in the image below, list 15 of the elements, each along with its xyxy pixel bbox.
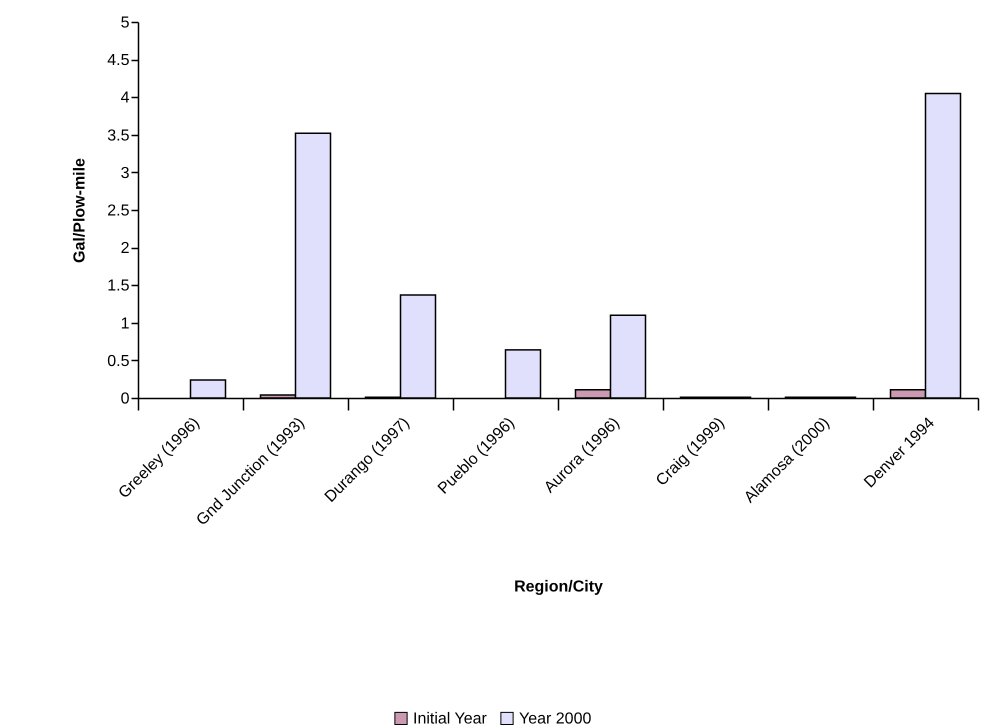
y-tick-label: 1.5 bbox=[107, 278, 130, 295]
legend-label: Initial Year bbox=[413, 710, 488, 728]
y-tick-label: 5 bbox=[120, 14, 130, 32]
y-tick-label: 0 bbox=[120, 390, 130, 408]
y-axis-title: Gal/Plow-mile bbox=[71, 158, 88, 263]
y-tick-label: 2.5 bbox=[107, 202, 130, 220]
y-tick-label: 3 bbox=[120, 164, 130, 182]
y-tick-label: 4.5 bbox=[107, 52, 130, 70]
y-tick-label: 4 bbox=[120, 90, 130, 107]
x-axis-title: Region/City bbox=[514, 578, 604, 596]
y-tick-label: 1 bbox=[120, 315, 130, 332]
y-tick-label: 3.5 bbox=[107, 127, 130, 144]
legend-label: Year 2000 bbox=[519, 710, 592, 728]
y-tick-label: 0.5 bbox=[107, 352, 130, 370]
y-tick-label: 2 bbox=[120, 240, 130, 258]
